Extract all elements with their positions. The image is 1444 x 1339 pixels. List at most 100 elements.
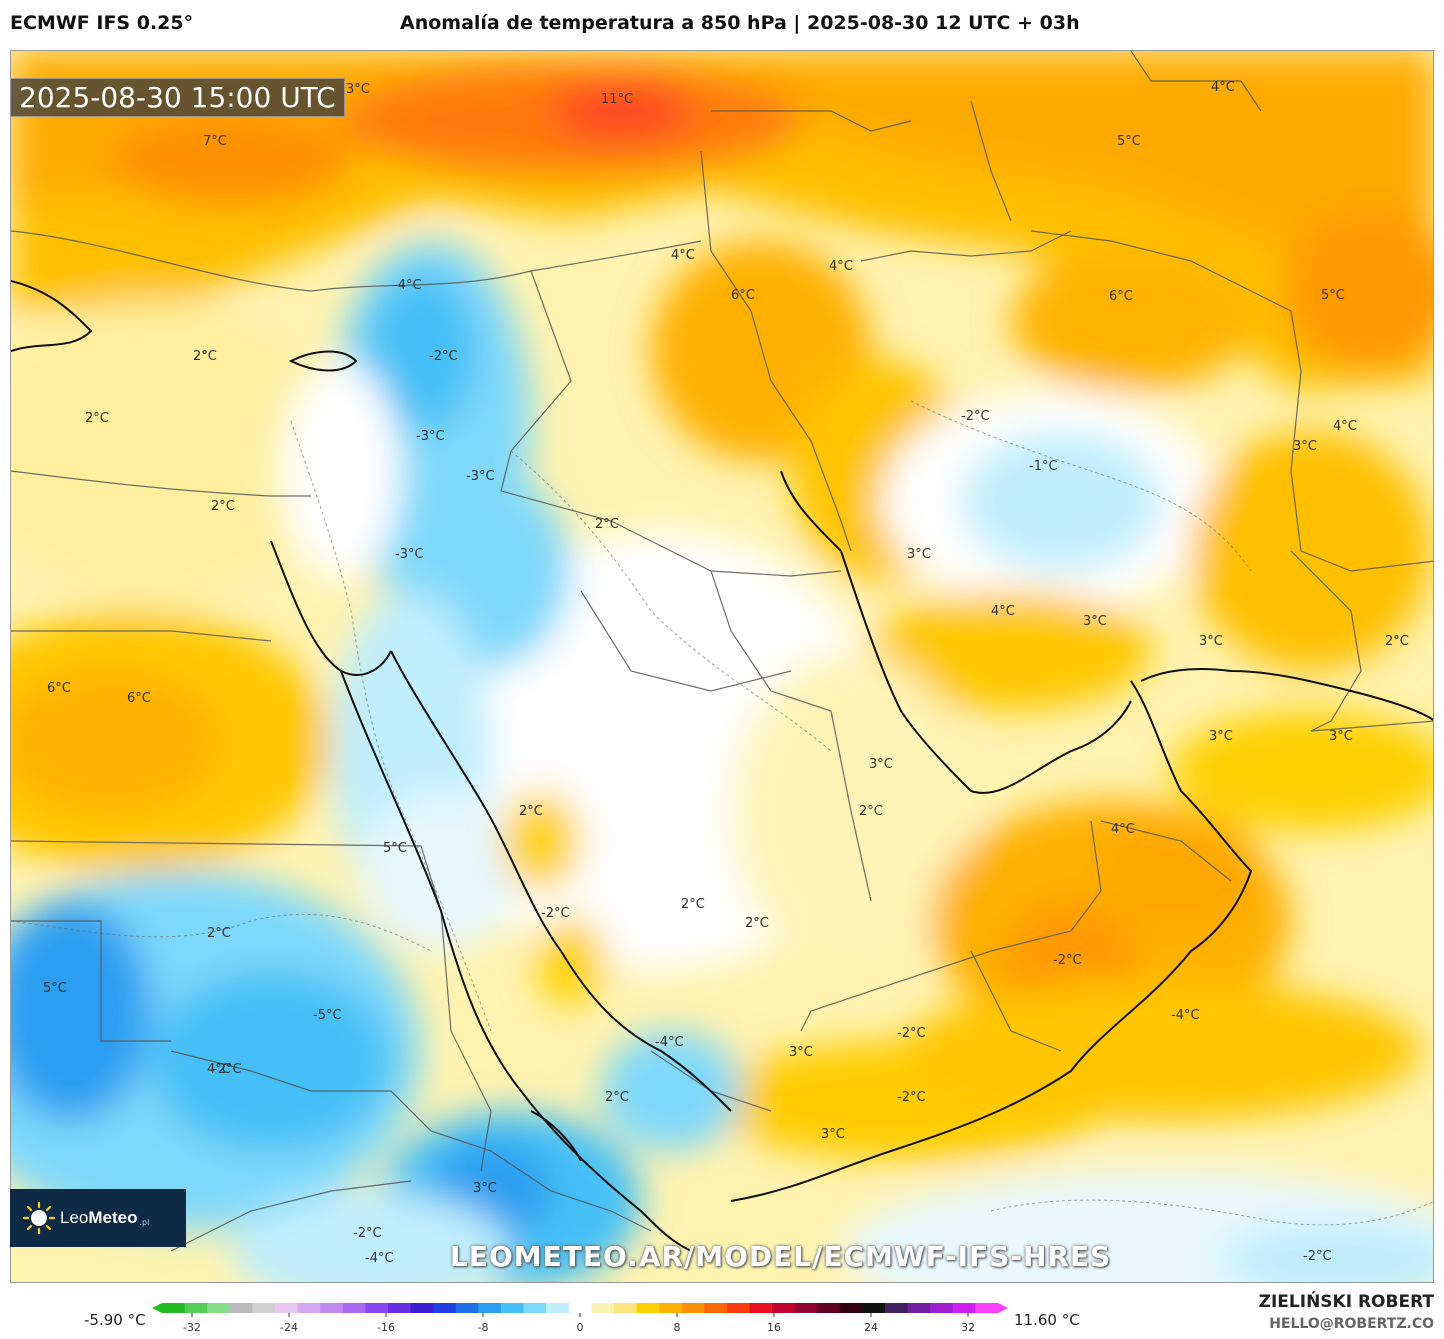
colorbar-cell (523, 1303, 547, 1313)
temperature-label: 2°C (681, 897, 705, 912)
temperature-label: -3°C (416, 429, 445, 444)
colorbar-tick-label: 16 (767, 1321, 781, 1334)
map-canvas[interactable]: 3°C 11°C 7°C 4°C 5°C 4°C 4°C 6°C 6°C 5°C -4°C -2°C 2… (10, 50, 1434, 1283)
temperature-label: -1°C (1029, 459, 1058, 474)
temperature-label: -2°C (1053, 953, 1082, 968)
colorbar-cell (772, 1303, 796, 1313)
valid-time-badge: 2025-08-30 15:00 UTC (10, 78, 345, 117)
colorbar-cell (365, 1303, 389, 1313)
temperature-label: -3°C (395, 547, 424, 562)
colorbar-tick-label: 32 (961, 1321, 975, 1334)
temperature-label: 6°C (127, 691, 151, 706)
colorbar-cell (704, 1303, 728, 1313)
temperature-label: 4°C (671, 248, 695, 263)
temperature-label: 3°C (1083, 614, 1107, 629)
colorbar-tick-label: -24 (280, 1321, 298, 1334)
temperature-label: 3°C (1209, 729, 1233, 744)
temperature-label: -2°C (897, 1026, 926, 1041)
colorbar-max-arrow (998, 1303, 1008, 1313)
temperature-label: 4°C (991, 604, 1015, 619)
temperature-label: -2°C (213, 1062, 242, 1077)
colorbar-cell (726, 1303, 750, 1313)
temperature-label: 4°C (829, 259, 853, 274)
map-title: Anomalía de temperatura a 850 hPa | 2025… (400, 12, 1080, 34)
author-email[interactable]: HELLO@ROBERTZ.CO (1269, 1316, 1434, 1332)
colorbar-tick-label: -32 (183, 1321, 201, 1334)
temperature-label: 6°C (731, 288, 755, 303)
temperature-label: 5°C (43, 981, 67, 996)
temperature-label: 2°C (211, 499, 235, 514)
leometeo-logo: LeoMeteo .pl (10, 1189, 186, 1247)
colorbar-cell (613, 1303, 637, 1313)
colorbar-cell (907, 1303, 931, 1313)
colorbar-tick-label: 8 (674, 1321, 681, 1334)
model-name: ECMWF IFS 0.25° (10, 12, 194, 34)
sun-icon (22, 1201, 56, 1235)
colorbar-cell (817, 1303, 841, 1313)
colorbar-cell (274, 1303, 299, 1313)
colorbar-cell (184, 1303, 208, 1313)
author-name: ZIELIŃSKI ROBERT (1258, 1292, 1434, 1312)
colorbar-cell (387, 1303, 412, 1313)
colorbar-tick-label: 24 (864, 1321, 878, 1334)
colorbar-tick-label: 0 (577, 1321, 584, 1334)
colorbar-cell (930, 1303, 954, 1313)
colorbar-cell (229, 1303, 253, 1313)
temperature-label: 4°C (1211, 80, 1235, 95)
temperature-label: 3°C (473, 1181, 497, 1196)
colorbar-cell (885, 1303, 909, 1313)
temperature-label: 5°C (383, 841, 407, 856)
colorbar-cell (455, 1303, 479, 1313)
country-borders (11, 51, 1433, 1252)
temperature-label: 4°C (1111, 822, 1135, 837)
temperature-label: 3°C (1293, 439, 1317, 454)
anomaly-contours (11, 400, 1433, 1226)
colorbar-max-label: 11.60 °C (1014, 1311, 1080, 1329)
colorbar-cell (478, 1303, 502, 1313)
temperature-label: -2°C (897, 1090, 926, 1105)
temperature-label: -2°C (541, 906, 570, 921)
colorbar-tick-label: -8 (478, 1321, 489, 1334)
colorbar-cell (297, 1303, 321, 1313)
temperature-label: 4°C (1333, 419, 1357, 434)
colorbar-cell (975, 1303, 999, 1313)
colorbar-cell (952, 1303, 976, 1313)
temperature-label: 2°C (595, 517, 619, 532)
colorbar-min-arrow (152, 1303, 162, 1313)
temperature-label: -4°C (393, 278, 422, 293)
temperature-label: 5°C (1321, 288, 1345, 303)
temperature-label: 2°C (745, 916, 769, 931)
colorbar-cell (636, 1303, 660, 1313)
temperature-label: 6°C (1109, 289, 1133, 304)
temperature-label: 3°C (346, 82, 370, 97)
colorbar-cell (568, 1303, 592, 1313)
temperature-label: 3°C (869, 757, 893, 772)
colorbar-min-label: -5.90 °C (84, 1311, 146, 1329)
temperature-labels: 3°C 11°C 7°C 4°C 5°C 4°C 4°C 6°C 6°C 5°C -4°C -2°C 2… (43, 80, 1409, 1266)
temperature-label: -2°C (429, 349, 458, 364)
logo-suffix: .pl (139, 1217, 150, 1227)
colorbar-cell (252, 1303, 276, 1313)
colorbar-cell (749, 1303, 773, 1313)
temperature-label: -2°C (1303, 1249, 1332, 1264)
temperature-label: 3°C (821, 1127, 845, 1142)
temperature-label: 3°C (789, 1045, 813, 1060)
temperature-label: 7°C (203, 134, 227, 149)
colorbar-cell (659, 1303, 683, 1313)
temperature-label: 2°C (85, 411, 109, 426)
colorbar-cells (152, 1303, 1008, 1313)
temperature-label: 2°C (859, 804, 883, 819)
colorbar: -32 -24 -16 -8 0 8 16 24 32 (152, 1303, 1008, 1334)
colorbar-cell (320, 1303, 344, 1313)
temperature-label: -3°C (466, 469, 495, 484)
temperature-label: 4°C (207, 1062, 231, 1077)
temperature-label: 2°C (1385, 634, 1409, 649)
coastlines (11, 280, 1433, 1252)
temperature-label: -2°C (961, 409, 990, 424)
temperature-label: 6°C (47, 681, 71, 696)
colorbar-cell (500, 1303, 525, 1313)
temperature-label: 2°C (193, 349, 217, 364)
temperature-label: 3°C (1199, 634, 1223, 649)
temperature-label: -4°C (655, 1035, 684, 1050)
logo-wordmark: LeoMeteo (60, 1208, 138, 1227)
